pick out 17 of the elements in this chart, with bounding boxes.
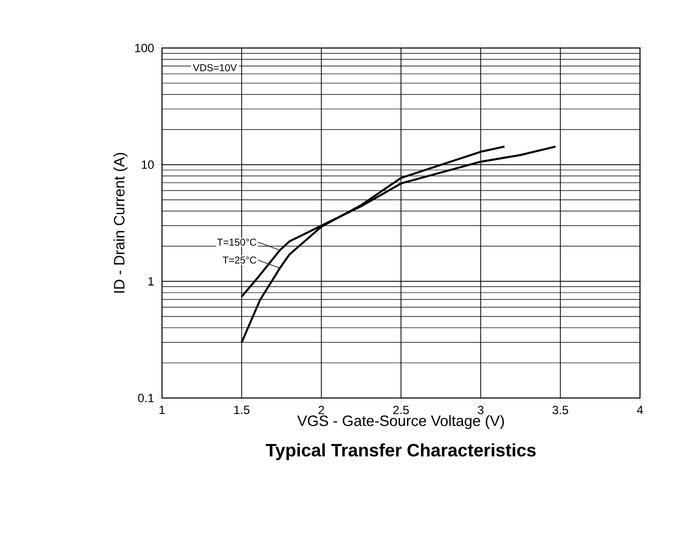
annotation: VDS=10V xyxy=(192,64,237,72)
y-axis-title: ID - Drain Current (A) xyxy=(114,152,128,293)
x-axis-title: VGS - Gate-Source Voltage (V) xyxy=(297,415,504,430)
text: Typical Transfer Characteristics xyxy=(266,443,536,460)
x-tick-label: 2.5 xyxy=(393,406,409,414)
x-tick-label: 2 xyxy=(318,406,324,414)
y-tick-label: 10 xyxy=(142,160,154,169)
annotation: T=25°C xyxy=(222,256,256,264)
y-tick-label: 1 xyxy=(148,277,154,286)
y-tick-label: 0.1 xyxy=(138,394,154,402)
x-tick-label: 1.5 xyxy=(234,406,250,414)
annotation: T=150°C xyxy=(217,238,256,246)
x-tick-label: 3.5 xyxy=(552,406,568,414)
x-tick-label: 1 xyxy=(160,406,165,414)
x-tick-label: 4 xyxy=(636,406,643,414)
x-tick-label: 3 xyxy=(478,406,484,414)
y-tick-label: 100 xyxy=(135,44,154,52)
